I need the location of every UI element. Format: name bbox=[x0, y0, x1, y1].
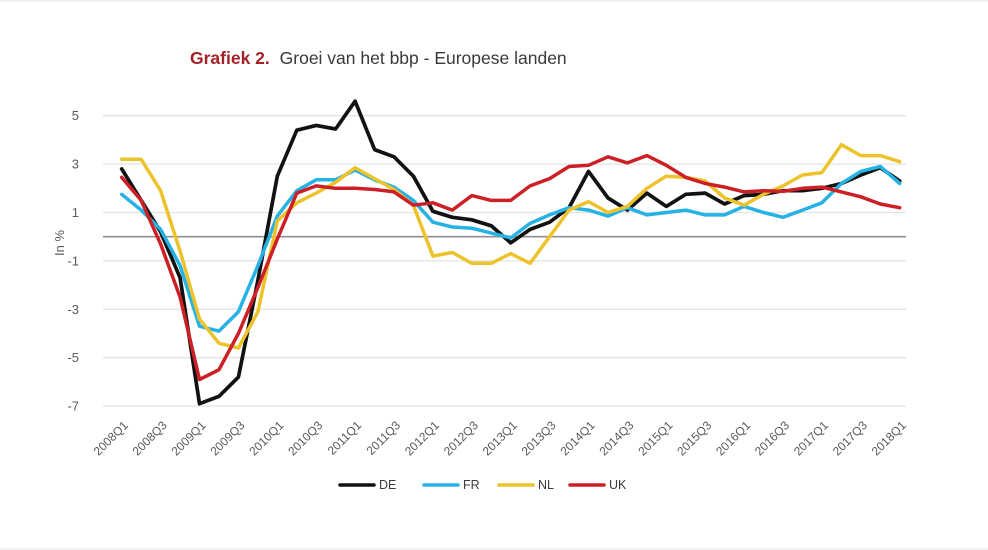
x-tick-label-2015Q3: 2015Q3 bbox=[674, 418, 714, 458]
legend-item-UK: UK bbox=[568, 478, 627, 492]
y-tick-label--3: -3 bbox=[67, 302, 79, 317]
x-tick-label-2016Q1: 2016Q1 bbox=[713, 418, 753, 458]
series-layer bbox=[119, 99, 902, 406]
chart-title: Grafiek 2. Groei van het bbp - Europese … bbox=[190, 48, 567, 68]
series-line-NL bbox=[119, 142, 902, 350]
grid-layer bbox=[103, 115, 906, 407]
x-tick-label-2014Q3: 2014Q3 bbox=[596, 418, 636, 458]
x-tick-label-2018Q1: 2018Q1 bbox=[869, 418, 909, 458]
legend: DE FR NL UK bbox=[338, 478, 627, 492]
x-tick-label-2013Q3: 2013Q3 bbox=[519, 418, 559, 458]
y-tick-label--1: -1 bbox=[67, 253, 79, 268]
legend-label-UK: UK bbox=[609, 478, 627, 492]
x-tick-label-2011Q3: 2011Q3 bbox=[364, 418, 404, 458]
x-tick-label-2017Q1: 2017Q1 bbox=[791, 418, 831, 458]
series-line-FR bbox=[119, 164, 902, 333]
series-line-UK bbox=[119, 153, 902, 382]
x-tick-label-2009Q3: 2009Q3 bbox=[207, 418, 247, 458]
x-tick-label-2014Q1: 2014Q1 bbox=[558, 418, 598, 458]
y-tick-label-5: 5 bbox=[72, 108, 79, 123]
x-tick-label-2010Q3: 2010Q3 bbox=[285, 418, 325, 458]
x-tick-label-2013Q1: 2013Q1 bbox=[480, 418, 520, 458]
legend-label-DE: DE bbox=[379, 478, 396, 492]
y-tick-label-1: 1 bbox=[72, 205, 79, 220]
x-tick-label-2016Q3: 2016Q3 bbox=[752, 418, 792, 458]
x-tick-label-2009Q1: 2009Q1 bbox=[169, 418, 209, 458]
x-tick-label-2017Q3: 2017Q3 bbox=[830, 418, 870, 458]
x-tick-label-2010Q1: 2010Q1 bbox=[246, 418, 286, 458]
legend-item-FR: FR bbox=[422, 478, 480, 492]
legend-item-NL: NL bbox=[497, 478, 554, 492]
x-tick-label-2011Q1: 2011Q1 bbox=[325, 418, 365, 458]
x-tick-label-2015Q1: 2015Q1 bbox=[635, 418, 675, 458]
x-tick-label-2012Q1: 2012Q1 bbox=[402, 418, 442, 458]
chart-title-prefix: Grafiek 2. bbox=[190, 48, 270, 68]
y-axis-title: In % bbox=[52, 230, 67, 256]
legend-item-DE: DE bbox=[338, 478, 396, 492]
x-tick-label-2008Q3: 2008Q3 bbox=[130, 418, 170, 458]
x-tick-label-2012Q3: 2012Q3 bbox=[441, 418, 481, 458]
y-tick-label--7: -7 bbox=[67, 399, 79, 414]
y-tick-label--5: -5 bbox=[67, 350, 79, 365]
legend-label-NL: NL bbox=[538, 478, 554, 492]
chart-title-text: Groei van het bbp - Europese landen bbox=[280, 48, 567, 68]
y-tick-label-3: 3 bbox=[72, 157, 79, 172]
legend-label-FR: FR bbox=[463, 478, 480, 492]
x-tick-label-2008Q1: 2008Q1 bbox=[91, 418, 131, 458]
